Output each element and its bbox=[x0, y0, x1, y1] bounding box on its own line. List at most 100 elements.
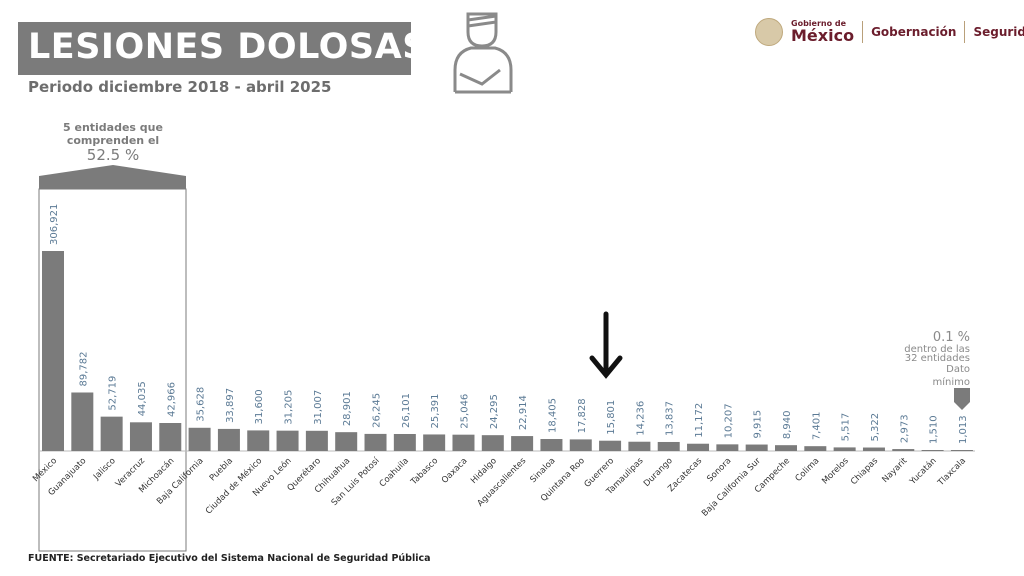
value-label: 44,035 bbox=[137, 381, 148, 416]
value-label: 25,046 bbox=[459, 394, 470, 429]
value-label: 10,207 bbox=[723, 403, 734, 438]
top5-pct: 52.5 % bbox=[87, 146, 139, 164]
down-arrow-icon bbox=[589, 311, 623, 379]
value-label: 7,401 bbox=[811, 412, 822, 441]
category-label: Tabasco bbox=[409, 456, 441, 488]
category-label: Nayarit bbox=[880, 456, 909, 485]
bar-12 bbox=[393, 433, 416, 451]
category-label: Puebla bbox=[208, 456, 235, 483]
category-label: México bbox=[30, 455, 59, 484]
min-line3: Dato bbox=[946, 364, 970, 375]
page-subtitle: Periodo diciembre 2018 - abril 2025 bbox=[28, 78, 332, 96]
category-label: Morelos bbox=[820, 456, 851, 487]
value-label: 31,600 bbox=[254, 389, 265, 424]
bar-9 bbox=[305, 430, 328, 451]
bar-16 bbox=[511, 436, 534, 451]
bar-26 bbox=[804, 446, 827, 451]
min-pct: 0.1 % bbox=[933, 330, 970, 345]
category-label: Ciudad de México bbox=[203, 455, 264, 516]
bar-14 bbox=[452, 434, 475, 451]
category-label: Colima bbox=[794, 456, 822, 484]
bar-13 bbox=[423, 434, 446, 451]
category-label: Sonora bbox=[705, 456, 733, 484]
category-label: Yucatán bbox=[907, 456, 938, 487]
value-label: 9,915 bbox=[753, 410, 764, 439]
logo-gob-big: México bbox=[791, 26, 855, 45]
value-label: 26,101 bbox=[401, 393, 412, 428]
bar-21 bbox=[657, 441, 680, 451]
bar-24 bbox=[745, 444, 768, 451]
top5-line2: comprenden el bbox=[67, 134, 159, 147]
category-label: Jalisco bbox=[91, 456, 118, 483]
bar-5 bbox=[188, 427, 211, 451]
value-label: 18,405 bbox=[547, 398, 558, 433]
value-label: 52,719 bbox=[108, 376, 119, 411]
value-label: 31,205 bbox=[284, 390, 295, 425]
bar-19 bbox=[599, 440, 622, 451]
bar-6 bbox=[217, 428, 240, 451]
value-label: 5,322 bbox=[870, 413, 881, 442]
bar-8 bbox=[276, 430, 299, 451]
min-line4: mínimo bbox=[933, 376, 971, 388]
value-label: 11,172 bbox=[694, 403, 705, 438]
value-label: 24,295 bbox=[489, 394, 500, 429]
bar-15 bbox=[481, 435, 504, 451]
bar-29 bbox=[892, 449, 915, 451]
logo-divider bbox=[862, 21, 864, 43]
logo-divider bbox=[964, 21, 966, 43]
logo-gobernacion: Gobernación bbox=[871, 25, 957, 39]
bar-0 bbox=[42, 251, 64, 451]
value-label: 42,966 bbox=[166, 382, 177, 417]
value-label: 33,897 bbox=[225, 388, 236, 423]
value-label: 15,801 bbox=[606, 400, 617, 435]
bar-11 bbox=[364, 433, 387, 451]
value-label: 5,517 bbox=[841, 413, 852, 442]
bar-28 bbox=[862, 447, 885, 451]
value-label: 1,510 bbox=[929, 415, 940, 444]
bar-22 bbox=[687, 443, 710, 451]
bar-2 bbox=[100, 416, 123, 451]
min-marker bbox=[954, 388, 970, 410]
value-label: 8,940 bbox=[782, 411, 793, 440]
value-label: 28,901 bbox=[342, 391, 353, 426]
top5-bracket bbox=[38, 165, 187, 552]
min-line1: dentro de las bbox=[904, 344, 970, 355]
injured-person-icon bbox=[453, 12, 513, 94]
value-label: 306,921 bbox=[49, 204, 60, 245]
value-label: 22,914 bbox=[518, 395, 529, 430]
source-note: FUENTE: Secretariado Ejecutivo del Siste… bbox=[28, 553, 431, 564]
category-label: Tlaxcala bbox=[935, 456, 968, 489]
bar-18 bbox=[569, 439, 592, 451]
category-label: Coahuila bbox=[378, 456, 411, 489]
min-line2: 32 entidades bbox=[905, 353, 970, 364]
bar-17 bbox=[540, 439, 563, 451]
bar-30 bbox=[921, 450, 944, 451]
value-label: 14,236 bbox=[635, 401, 646, 436]
bar-1 bbox=[71, 392, 94, 451]
logo-seguridad: Seguridad bbox=[973, 25, 1024, 39]
bar-20 bbox=[628, 441, 651, 451]
top5-line1: 5 entidades que bbox=[63, 121, 163, 134]
value-label: 26,245 bbox=[372, 393, 383, 428]
bar-23 bbox=[716, 444, 739, 451]
bar-4 bbox=[159, 423, 182, 451]
bar-25 bbox=[775, 445, 797, 451]
bar-10 bbox=[335, 432, 358, 451]
government-logos: Gobierno de México Gobernación Seguridad bbox=[755, 18, 1024, 46]
national-seal-logo bbox=[755, 18, 783, 46]
bar-7 bbox=[247, 430, 270, 451]
bar-31 bbox=[950, 450, 973, 451]
value-label: 1,013 bbox=[958, 415, 969, 444]
value-label: 89,782 bbox=[78, 351, 89, 386]
logo-gob-small: Gobierno de bbox=[791, 19, 847, 28]
category-label: Oaxaca bbox=[440, 456, 470, 486]
value-label: 35,628 bbox=[196, 387, 207, 422]
value-label: 25,391 bbox=[430, 393, 441, 428]
bar-3 bbox=[129, 422, 152, 451]
value-label: 13,837 bbox=[665, 401, 676, 436]
title-background bbox=[18, 22, 411, 75]
category-label: Sinaloa bbox=[528, 456, 557, 485]
bar-27 bbox=[833, 447, 856, 451]
